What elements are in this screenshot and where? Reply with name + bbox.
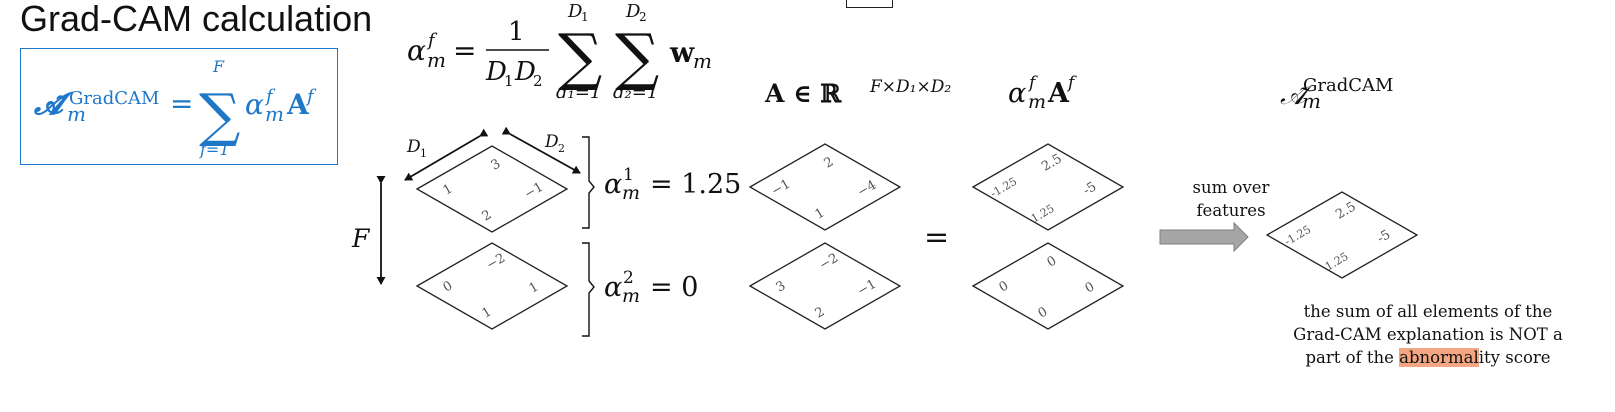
sum-label-line1: sum over [1192, 178, 1270, 197]
sum1-upper: D [567, 1, 583, 22]
denominator-D2-sub: 2 [533, 72, 543, 90]
alpha2-value: = 0 [650, 272, 698, 303]
alpha1-symbol: α [604, 169, 622, 200]
header-alphaA-sup: f [1027, 73, 1038, 93]
note-highlight-abnormal: abnormal [1399, 348, 1479, 367]
gradient-top-outline [415, 145, 569, 233]
note-line3: part of the abnormality score [1283, 346, 1573, 369]
d2-arrow [501, 126, 581, 174]
denominator-D2: D [514, 57, 536, 87]
header-alphaA-alpha: α [1008, 78, 1026, 109]
gradient-top-rhombus: 13−12 [415, 145, 569, 233]
activation-top-rhombus: −12−41 [748, 143, 902, 231]
weight-sub: m [693, 49, 712, 73]
d1-label-sub: 1 [420, 147, 427, 160]
sum2-upper-sub: 2 [639, 10, 647, 24]
header-gradcam-sub: m [1302, 89, 1321, 113]
activation-top-outline [748, 143, 902, 231]
d1-label: D [406, 137, 421, 157]
formula-sigma: ∑ [199, 81, 240, 149]
formula-lhs-sub: m [67, 102, 86, 126]
alpha-braces [582, 136, 595, 337]
result-outline [1265, 191, 1419, 279]
alpha-equals: = [453, 34, 476, 67]
alpha1-sub: m [622, 182, 640, 204]
abnormality-note: the sum of all elements of the Grad-CAM … [1283, 300, 1573, 369]
f-label: F [351, 224, 371, 253]
alpha-definition-formula: α f m = 1 D 1 D 2 D 1 ∑ d₁=1 D 2 ∑ d₂=1 … [407, 1, 712, 103]
d2-label-sub: 2 [558, 142, 565, 155]
formula-alpha: α [245, 88, 264, 121]
sum-over-features-label: sum over features [1186, 176, 1276, 222]
formula-sum-lower: f=1 [199, 140, 230, 159]
sum1-upper-sub: 1 [581, 10, 589, 24]
formula-A: A [286, 88, 310, 121]
formula-equals: = [170, 87, 193, 120]
dimension-indicators [376, 126, 581, 285]
alpha-sub: m [427, 48, 446, 72]
column-headers: A ∈ ℝ F×D₁×D₂ α f m A f 𝒜̃ GradCAM m [764, 73, 1393, 113]
brace-top [582, 136, 595, 229]
sum1-sigma: ∑ [558, 20, 602, 93]
formula-alpha-sub: m [265, 102, 284, 126]
formula-sum-upper: F [212, 57, 225, 76]
equals-sign: = [924, 220, 949, 255]
alpha1-value: = 1.25 [650, 169, 741, 200]
header-alphaA-A: A [1047, 78, 1070, 109]
d2-label: D [544, 132, 559, 152]
top-frame-box [846, 0, 893, 8]
denominator-D1: D [485, 57, 507, 87]
gradient-bottom-rhombus: 0−211 [415, 242, 569, 330]
sum2-upper: D [625, 1, 641, 22]
sum2-sigma: ∑ [615, 20, 659, 93]
activation-bottom-outline [748, 242, 902, 330]
note-line3-pre: part of the [1305, 348, 1400, 367]
header-A-def-sup: F×D₁×D₂ [869, 77, 951, 97]
alpha2-sub: m [622, 285, 640, 307]
header-A-def: A ∈ ℝ [764, 79, 842, 108]
fraction-numerator: 1 [508, 17, 525, 47]
weighted-bottom-outline [971, 242, 1125, 330]
weight-w: w [669, 36, 695, 69]
note-line1: the sum of all elements of the [1303, 302, 1553, 321]
note-line3-post: ity score [1478, 348, 1551, 367]
header-gradcam-sup: GradCAM [1303, 75, 1393, 96]
weighted-top-rhombus: -1.252.5-51.25 [971, 143, 1125, 231]
alpha2-symbol: α [604, 272, 622, 303]
alpha1-sup: 1 [623, 165, 634, 185]
note-line2: Grad-CAM explanation is NOT a [1293, 325, 1563, 344]
gradcam-formula: 𝓐̃ GradCAM m = F ∑ f=1 α f m A f [33, 57, 317, 159]
d1-arrow [404, 128, 489, 181]
slide-title: Grad-CAM calculation [20, 0, 373, 39]
formula-A-sup: f [305, 86, 317, 107]
formula-lhs-sup: GradCAM [69, 88, 159, 109]
header-alphaA-sub: m [1028, 91, 1046, 113]
header-alphaA-A-sup: f [1066, 73, 1077, 93]
alpha-symbol: α [407, 34, 426, 67]
sum2-lower: d₂=1 [613, 82, 658, 103]
brace-bottom [582, 242, 595, 337]
gradient-bottom-outline [415, 242, 569, 330]
alpha2-sup: 2 [623, 268, 634, 288]
activation-bottom-rhombus: 3−2−12 [748, 242, 902, 330]
denominator-D1-sub: 1 [504, 72, 514, 90]
sum1-lower: d₁=1 [556, 82, 601, 103]
sum-label-line2: features [1196, 201, 1266, 220]
sum-over-features-arrow [1159, 221, 1249, 253]
result-rhombus: -1.252.5-51.25 [1265, 191, 1419, 279]
weighted-top-outline [971, 143, 1125, 231]
feature-map-rhombi: 13−120−211−12−413−2−12-1.252.5-51.250000… [415, 143, 1419, 330]
gradcam-formula-box [20, 48, 338, 165]
